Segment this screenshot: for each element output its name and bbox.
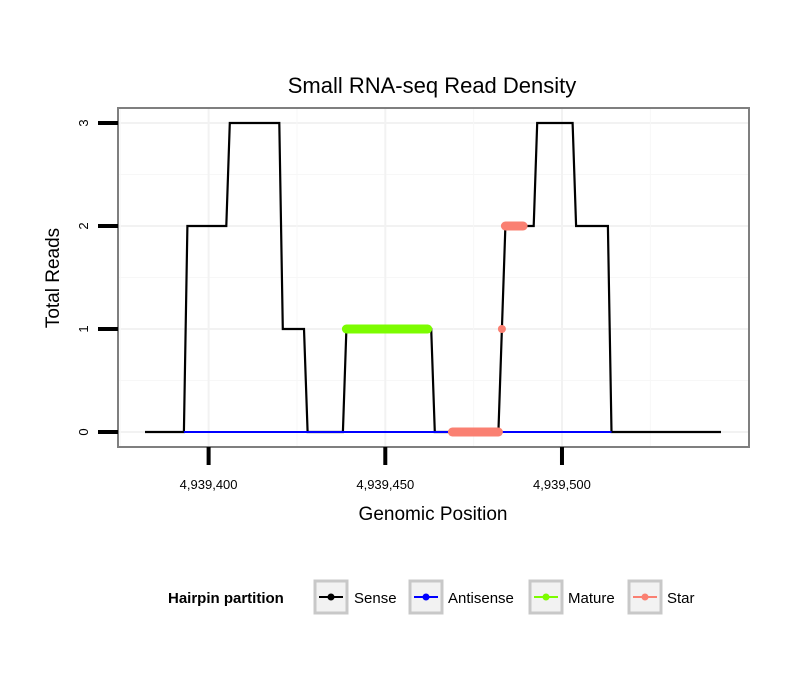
x-tick-label: 4,939,500: [533, 477, 591, 492]
series-point-star: [497, 325, 506, 333]
legend-item-sense: Sense: [313, 579, 397, 615]
y-tick-label: 2: [76, 222, 91, 229]
x-tick-label: 4,939,450: [356, 477, 414, 492]
y-axis-title: Total Reads: [43, 228, 64, 328]
legend-key-point: [542, 593, 550, 601]
legend: Hairpin partition Sense Antisense Mature St…: [168, 579, 695, 615]
x-tick-label: 4,939,400: [180, 477, 238, 492]
legend-label: Antisense: [448, 590, 514, 607]
legend-key-point: [327, 593, 335, 601]
y-tick-label: 3: [76, 119, 91, 126]
y-axis: 0 1 2 3: [76, 119, 118, 436]
chart-title: Small RNA-seq Read Density: [288, 73, 577, 98]
y-tick-label: 1: [76, 325, 91, 332]
legend-label: Mature: [568, 590, 615, 607]
legend-key-point: [641, 593, 649, 601]
x-axis-title: Genomic Position: [359, 504, 508, 525]
series-layer: [145, 121, 721, 437]
legend-item-star: Star: [627, 579, 695, 615]
plot-panel-border: [117, 107, 750, 448]
legend-item-antisense: Antisense: [408, 579, 514, 615]
x-axis: 4,939,400 4,939,450 4,939,500: [180, 447, 591, 492]
y-tick-label: 0: [76, 428, 91, 435]
legend-label: Sense: [354, 590, 397, 607]
legend-title: Hairpin partition: [168, 590, 284, 607]
legend-label: Star: [667, 590, 695, 607]
legend-key-point: [422, 593, 430, 601]
legend-item-mature: Mature: [528, 579, 615, 615]
